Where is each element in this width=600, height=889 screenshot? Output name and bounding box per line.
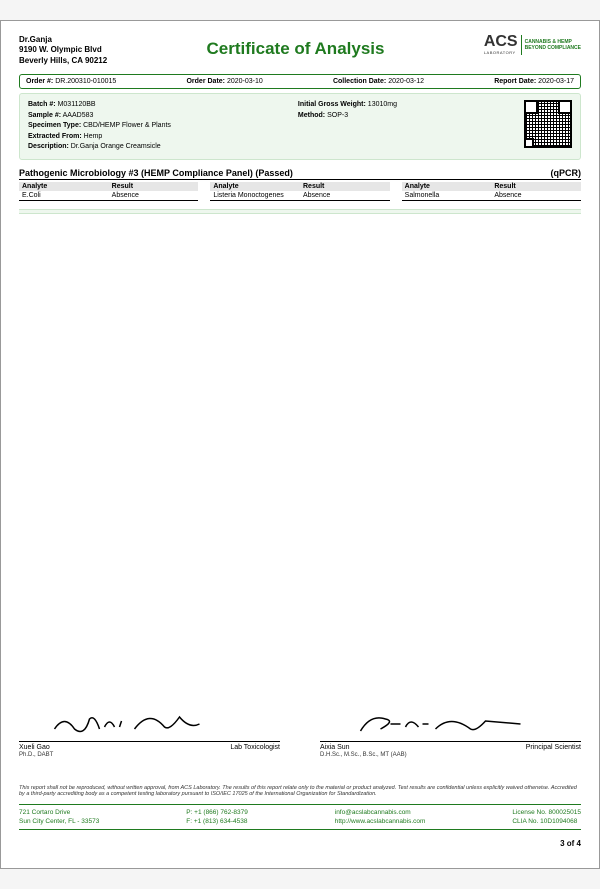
lab-name: ACS [484, 35, 518, 49]
signature-1-icon [19, 709, 280, 739]
footer: 721 Cortaro Drive Sun City Center, FL - … [19, 804, 581, 830]
analyte-name: Salmonella [402, 191, 492, 200]
analyte-name: Listeria Monoctogenes [210, 191, 300, 200]
col-head-analyte: Analyte [210, 182, 300, 191]
batch-mid: Initial Gross Weight: 13010mg Method: SO… [298, 100, 397, 153]
footer-phone: P: +1 (866) 762-8379 F: +1 (813) 634-453… [186, 808, 248, 826]
sig2-cred: D.H.Sc., M.Sc., B.Sc., MT (AAB) [320, 752, 581, 758]
col-head-result: Result [300, 182, 390, 191]
divider-icon [521, 35, 522, 55]
sig1-name: Xueli Gao [19, 744, 50, 751]
sig1-role: Lab Toxicologist [230, 744, 280, 751]
report-date: Report Date: 2020-03-17 [494, 78, 574, 85]
qr-code-icon [524, 100, 572, 153]
disclaimer: This report shall not be reproduced, wit… [19, 785, 581, 798]
panel-title: Pathogenic Microbiology #3 (HEMP Complia… [19, 168, 581, 180]
order-date: Order Date: 2020-03-10 [186, 78, 262, 85]
panel-title-text: Pathogenic Microbiology #3 (HEMP Complia… [19, 168, 293, 178]
divider-bar [19, 209, 581, 214]
analyte-col-2: Analyte Result Listeria Monoctogenes Abs… [210, 182, 389, 201]
signatures: Xueli Gao Lab Toxicologist Ph.D., DABT A… [19, 709, 581, 758]
client-addr1: 9190 W. Olympic Blvd [19, 45, 107, 55]
lab-tag: CANNABIS & HEMP BEYOND COMPLIANCE [525, 39, 581, 51]
batch-left: Batch #: M031120BB Sample #: AAAD583 Spe… [28, 100, 171, 153]
signature-1: Xueli Gao Lab Toxicologist Ph.D., DABT [19, 709, 280, 758]
analyte-col-1: Analyte Result E.Coli Absence [19, 182, 198, 201]
col-head-result: Result [491, 182, 581, 191]
collection-date: Collection Date: 2020-03-12 [333, 78, 424, 85]
lab-logo: ACS LABORATORY CANNABIS & HEMP BEYOND CO… [484, 35, 581, 55]
analyte-result: Absence [491, 191, 581, 200]
analyte-result: Absence [300, 191, 390, 200]
sig2-role: Principal Scientist [526, 744, 581, 751]
col-head-analyte: Analyte [402, 182, 492, 191]
footer-web: info@acslabcannabis.com http://www.acsla… [335, 808, 426, 826]
col-head-analyte: Analyte [19, 182, 109, 191]
order-num: Order #: DR.200310-010015 [26, 78, 116, 85]
lab-logo-acs: ACS LABORATORY [484, 35, 518, 54]
sig2-name: Aixia Sun [320, 744, 350, 751]
col-head-result: Result [109, 182, 199, 191]
lab-tag2: BEYOND COMPLIANCE [525, 45, 581, 51]
page-number: 3 of 4 [560, 839, 581, 848]
batch-box: Batch #: M031120BB Sample #: AAAD583 Spe… [19, 93, 581, 160]
analyte-col-3: Analyte Result Salmonella Absence [402, 182, 581, 201]
client-addr2: Beverly Hills, CA 90212 [19, 56, 107, 66]
client-block: Dr.Ganja 9190 W. Olympic Blvd Beverly Hi… [19, 35, 107, 66]
analyte-table: Analyte Result E.Coli Absence Analyte Re… [19, 182, 581, 201]
footer-license: License No. 800025015 CLIA No. 10D109406… [512, 808, 581, 826]
panel-tech: (qPCR) [551, 168, 582, 178]
client-name: Dr.Ganja [19, 35, 107, 45]
lab-sub: LABORATORY [484, 50, 518, 55]
coa-title: Certificate of Analysis [107, 35, 484, 59]
signature-2: Aixia Sun Principal Scientist D.H.Sc., M… [320, 709, 581, 758]
sig1-cred: Ph.D., DABT [19, 752, 280, 758]
footer-addr: 721 Cortaro Drive Sun City Center, FL - … [19, 808, 99, 826]
analyte-result: Absence [109, 191, 199, 200]
analyte-name: E.Coli [19, 191, 109, 200]
signature-2-icon [320, 709, 581, 739]
header: Dr.Ganja 9190 W. Olympic Blvd Beverly Hi… [19, 35, 581, 66]
order-bar: Order #: DR.200310-010015 Order Date: 20… [19, 74, 581, 89]
certificate-page: Dr.Ganja 9190 W. Olympic Blvd Beverly Hi… [0, 20, 600, 869]
